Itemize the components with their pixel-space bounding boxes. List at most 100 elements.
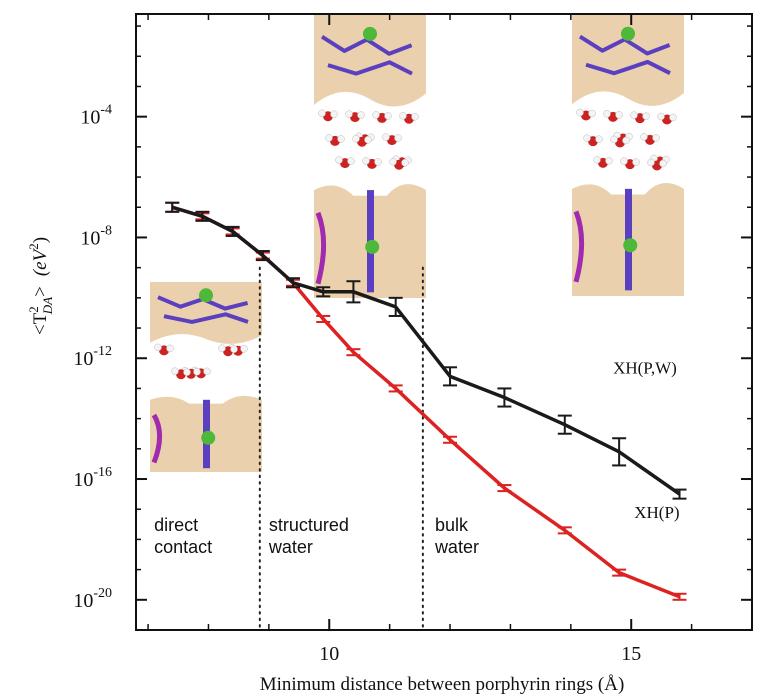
hydrogen-atom — [640, 133, 648, 141]
hydrogen-atom — [384, 112, 392, 120]
hydrogen-atom — [605, 157, 613, 165]
hydrogen-atom — [603, 110, 611, 118]
water-molecule — [620, 157, 640, 170]
data-point — [388, 384, 403, 393]
data-point — [165, 201, 180, 213]
data-point — [346, 280, 361, 304]
data-point — [557, 414, 572, 435]
metal-atom-bottom — [623, 238, 638, 253]
series-layer — [165, 201, 687, 601]
hydrogen-atom — [401, 159, 409, 167]
protein-surface-top — [150, 282, 262, 344]
water-molecule — [382, 133, 402, 146]
hydrogen-atom — [357, 111, 365, 119]
hydrogen-atom — [372, 111, 380, 119]
water-molecule — [171, 367, 191, 380]
molecular-inset-2 — [313, 14, 426, 298]
x-tick-label: 10 — [319, 643, 339, 665]
hydrogen-atom — [352, 135, 360, 143]
protein-helix — [573, 210, 585, 283]
data-point — [612, 437, 627, 467]
y-label-unit-sup: 2 — [26, 243, 41, 250]
y-tick-label: 10-8 — [80, 223, 112, 249]
data-point — [225, 225, 240, 237]
hydrogen-atom — [657, 112, 665, 121]
water-molecule — [372, 111, 392, 123]
y-axis-label: <T2DA>(eV2) — [26, 237, 55, 335]
data-point — [443, 435, 458, 444]
data-point — [497, 387, 512, 408]
hydrogen-atom — [394, 134, 402, 142]
protein-helix — [151, 413, 163, 464]
water-molecule — [610, 135, 630, 148]
water-molecule — [218, 344, 238, 357]
y-tick-label: 10-20 — [73, 586, 112, 612]
molecular-inset-3 — [572, 14, 684, 296]
water-molecule — [647, 158, 667, 171]
y-label-close: > — [30, 286, 51, 297]
metal-atom-bottom — [201, 430, 216, 445]
data-point — [388, 296, 403, 317]
data-point — [672, 488, 687, 500]
hydrogen-atom — [593, 156, 601, 164]
hydrogen-atom — [364, 136, 372, 144]
protein-helix — [315, 211, 327, 285]
water-molecule — [325, 134, 345, 146]
water-molecule — [630, 111, 650, 124]
data-point — [346, 348, 361, 357]
hydrogen-atom — [218, 344, 226, 352]
y-tick-label: 10-16 — [73, 465, 112, 491]
y-label-open: <T — [30, 312, 51, 335]
hydrogen-atom — [171, 367, 179, 375]
hydrogen-atom — [576, 108, 584, 117]
y-tick-label: 10-4 — [80, 103, 112, 129]
data-point — [557, 526, 572, 535]
water-molecule — [154, 343, 174, 356]
axes-frame — [135, 13, 753, 631]
water-molecule — [399, 112, 419, 124]
hydrogen-atom — [583, 134, 591, 142]
hydrogen-atom — [615, 111, 623, 119]
data-point — [672, 592, 687, 601]
hydrogen-atom — [620, 157, 628, 165]
x-tick-label: 15 — [621, 643, 641, 665]
metal-atom-top — [363, 26, 377, 41]
data-point — [612, 568, 627, 577]
hydrogen-atom — [632, 158, 640, 166]
y-label-unit-open: (eV — [30, 247, 51, 276]
data-point — [497, 484, 512, 493]
molecular-insets — [150, 14, 684, 472]
hydrogen-atom — [240, 345, 248, 353]
data-point — [195, 210, 210, 222]
hydrogen-atom — [335, 156, 343, 164]
plot-frame — [135, 13, 753, 631]
hydrogen-atom — [325, 134, 333, 142]
hydrogen-atom — [652, 134, 660, 142]
data-point — [286, 277, 301, 289]
hydrogen-atom — [183, 368, 191, 376]
hydrogen-atom — [347, 157, 355, 165]
water-molecule — [583, 134, 603, 147]
data-point — [255, 250, 270, 262]
hydrogen-atom — [382, 133, 390, 141]
water-molecule — [657, 112, 677, 125]
hydrogen-atom — [659, 159, 667, 168]
hydrogen-atom — [595, 135, 603, 143]
water-molecule — [345, 110, 365, 123]
water-molecule — [352, 135, 372, 147]
hydrogen-atom — [374, 158, 382, 166]
data-point — [316, 286, 331, 298]
hydrogen-atom — [337, 135, 345, 143]
x-axis-label: Minimum distance between porphyrin rings… — [260, 674, 625, 695]
region-label-1: direct contact — [154, 515, 212, 557]
svg-text:<T2DA>(eV2): <T2DA>(eV2) — [26, 237, 55, 335]
y-label-unit-close: ) — [30, 237, 51, 243]
hydrogen-atom — [362, 157, 370, 165]
data-point — [443, 366, 458, 387]
hydrogen-atom — [330, 110, 338, 118]
molecular-inset-1 — [150, 282, 262, 472]
hydrogen-atom — [203, 367, 211, 376]
hydrogen-atom — [154, 343, 162, 352]
hydrogen-atom — [399, 112, 407, 120]
